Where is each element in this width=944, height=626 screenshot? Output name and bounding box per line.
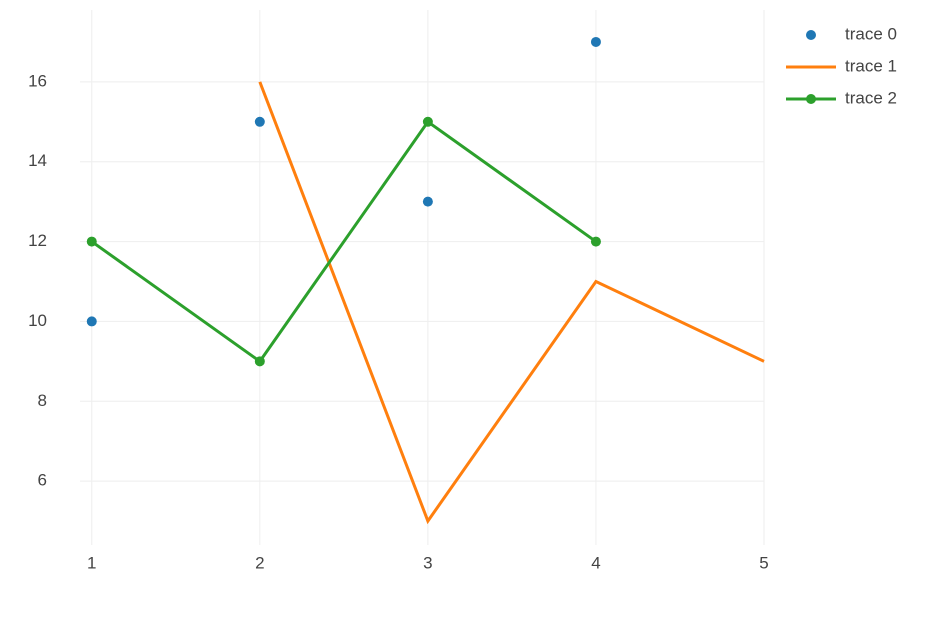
y-tick-label: 16 — [28, 71, 47, 90]
x-tick-label: 3 — [423, 553, 432, 572]
line — [90, 119, 597, 364]
marker — [590, 36, 601, 47]
y-tick-label: 10 — [28, 311, 47, 330]
x-tick-label: 4 — [591, 553, 600, 572]
marker — [86, 316, 97, 327]
legend-marker — [806, 30, 816, 40]
line — [258, 81, 765, 525]
marker — [254, 356, 265, 367]
marker — [422, 116, 433, 127]
legend-label: trace 2 — [845, 88, 897, 107]
marker — [422, 196, 433, 207]
y-tick-label: 8 — [38, 391, 47, 410]
legend-label: trace 1 — [845, 56, 897, 75]
y-tick-label: 6 — [38, 471, 47, 490]
y-tick-label: 14 — [28, 151, 47, 170]
x-tick-label: 2 — [255, 553, 264, 572]
x-tick-label: 1 — [87, 553, 96, 572]
marker — [254, 116, 265, 127]
legend-marker — [806, 94, 816, 104]
x-tick-label: 5 — [759, 553, 768, 572]
y-tick-label: 12 — [28, 231, 47, 250]
legend-label: trace 0 — [845, 24, 897, 43]
marker — [86, 236, 97, 247]
marker — [590, 236, 601, 247]
